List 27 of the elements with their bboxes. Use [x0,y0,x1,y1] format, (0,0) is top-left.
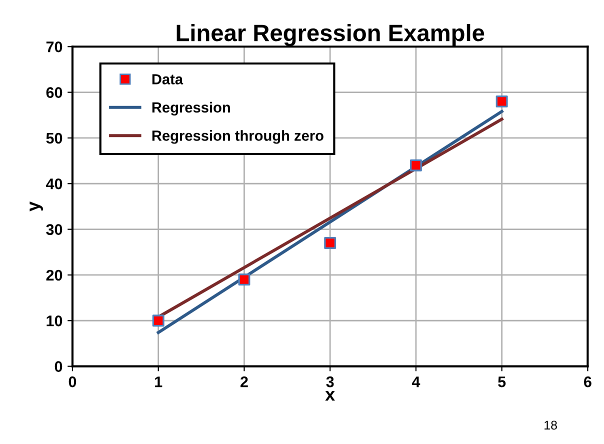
text: 18 [544,420,557,430]
point [410,159,422,172]
x-tick-label: 3 [326,376,334,388]
y-tick-label: 20 [46,270,62,281]
point [238,274,250,286]
y-axis-title: y [30,202,43,212]
y-tick-label: 0 [54,361,62,372]
x-tick-label: 0 [68,376,76,388]
x-tick-label: 1 [155,376,162,388]
x-tick-label: 4 [412,376,420,388]
x-axis-title: x [325,391,335,401]
y-tick-label: 30 [46,224,62,235]
point [152,314,164,327]
y-tick-label: 10 [46,316,62,326]
point [324,237,336,249]
legend-label: Regression [152,102,230,116]
chart-title: Linear Regression Example [176,24,484,46]
legend-label: Regression through zero [152,130,324,144]
y-tick-label: 40 [46,178,62,190]
y-tick-label: 60 [46,87,62,98]
x-tick-label: 2 [240,376,248,388]
y-tick-label: 50 [46,132,62,144]
x-tick-label: 6 [584,376,592,388]
x-tick-label: 5 [498,376,506,388]
point [496,95,508,108]
legend-label: Data [152,74,184,84]
y-tick-label: 70 [46,41,62,52]
